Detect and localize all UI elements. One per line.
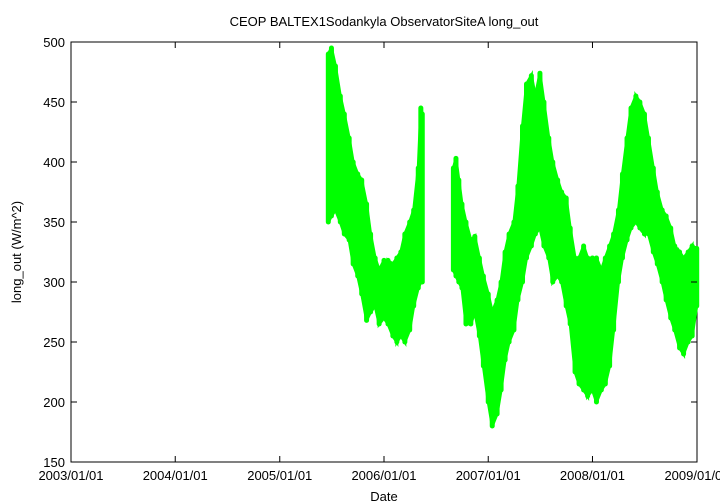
- y-tick-label: 200: [43, 395, 65, 410]
- y-axis-label: long_out (W/m^2): [9, 201, 24, 303]
- x-tick-label: 2004/01/01: [143, 468, 208, 483]
- x-tick-label: 2006/01/01: [351, 468, 416, 483]
- x-tick-label: 2003/01/01: [38, 468, 103, 483]
- plot-frame: [70, 41, 698, 463]
- x-axis-label: Date: [370, 489, 397, 504]
- y-tick-label: 250: [43, 335, 65, 350]
- chart-title: CEOP BALTEX1Sodankyla ObservatorSiteA lo…: [230, 14, 539, 29]
- y-tick-label: 300: [43, 275, 65, 290]
- x-tick-label: 2008/01/01: [560, 468, 625, 483]
- y-tick-label: 400: [43, 155, 65, 170]
- y-tick-label: 450: [43, 95, 65, 110]
- x-tick-label: 2007/01/01: [456, 468, 521, 483]
- x-tick-label: 2009/01/01: [664, 468, 720, 483]
- y-tick-label: 150: [43, 455, 65, 470]
- y-tick-label: 350: [43, 215, 65, 230]
- series-layer: [325, 45, 700, 429]
- x-tick-label: 2005/01/01: [247, 468, 312, 483]
- x-axis: 2003/01/01 2004/01/01 2005/01/01 2006/01/01…: [38, 42, 720, 483]
- y-axis: 150 200 250 300 350 400 450 500: [43, 35, 697, 470]
- y-tick-label: 500: [43, 35, 65, 50]
